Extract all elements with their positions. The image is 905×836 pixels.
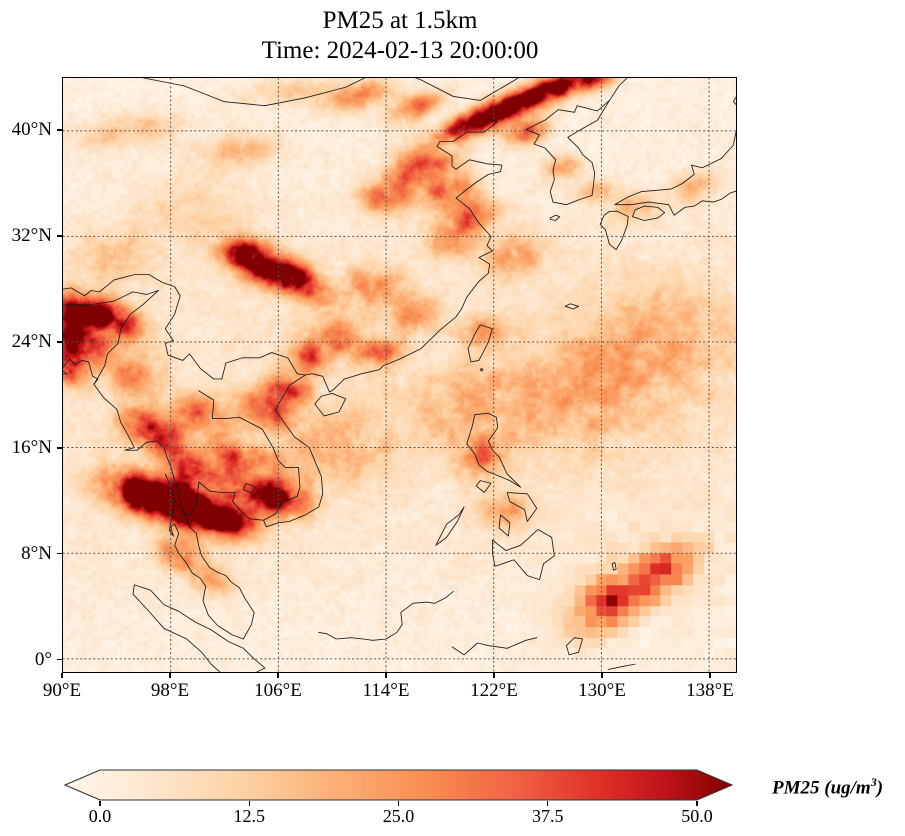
x-tick-label: 106°E [254, 680, 302, 701]
x-tick-mark [709, 673, 711, 678]
y-tick-label: 8°N [21, 542, 52, 564]
title-line-1: PM25 at 1.5km [322, 7, 478, 34]
x-tick-label: 130°E [578, 680, 626, 701]
colorbar-tick-label: 0.0 [88, 806, 112, 826]
x-tick-label: 138°E [686, 680, 734, 701]
y-tick-mark [57, 235, 62, 237]
x-tick-mark [169, 673, 171, 678]
colorbar-tick-mark [397, 801, 400, 806]
colorbar-tick-label: 37.5 [532, 806, 564, 826]
x-tick-label: 90°E [42, 680, 82, 701]
y-tick-mark [57, 129, 62, 131]
colorbar-tick-label: 25.0 [382, 806, 415, 826]
colorbar-tick-label: 12.5 [233, 806, 266, 826]
figure-title: PM25 at 1.5km Time: 2024-02-13 20:00:00 [0, 6, 800, 66]
title-line-2: Time: 2024-02-13 20:00:00 [261, 37, 539, 64]
y-tick-mark [57, 341, 62, 343]
colorbar-tick-mark [696, 801, 698, 806]
y-tick-label: 16°N [11, 436, 52, 458]
y-tick-label: 24°N [11, 330, 52, 352]
x-tick-mark [385, 673, 387, 678]
x-tick-mark [277, 673, 279, 678]
colorbar-label-exponent: 3 [870, 775, 877, 789]
y-tick-mark [57, 553, 62, 555]
map-plot-area[interactable] [62, 77, 737, 673]
x-tick-label: 122°E [470, 680, 518, 701]
y-tick-label: 40°N [11, 118, 52, 140]
colorbar-tick-mark [99, 801, 101, 806]
colorbar-axis-label: PM25 (ug/m3) [772, 775, 883, 799]
x-tick-mark [493, 673, 495, 678]
x-tick-mark [61, 673, 63, 678]
colorbar-label-text: PM25 (ug/m [772, 777, 871, 799]
x-tick-label: 98°E [150, 680, 190, 701]
y-tick-label: 0° [34, 648, 52, 670]
colorbar-tick-mark [547, 801, 549, 806]
x-tick-label: 114°E [362, 680, 410, 701]
colorbar-tick-label: 50.0 [681, 806, 713, 826]
colorbar-label-paren: ) [876, 777, 884, 799]
y-tick-label: 32°N [11, 224, 52, 246]
colorbar-tick-mark [248, 801, 250, 806]
y-tick-mark [57, 659, 62, 661]
pm25-heatmap-canvas [63, 78, 736, 672]
x-tick-mark [601, 673, 603, 678]
y-tick-mark [57, 447, 62, 449]
